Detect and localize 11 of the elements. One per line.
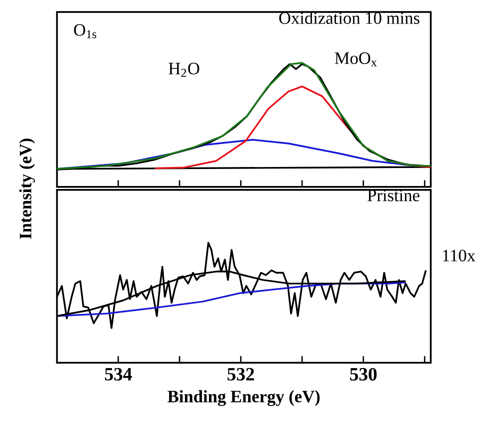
x-axis-title: Binding Energy (eV): [168, 390, 320, 406]
chart-title: Pristine: [368, 190, 420, 202]
text: 110x: [443, 250, 476, 262]
text: O$_{1s}$: [74, 24, 96, 38]
y-axis-title: Intensity (eV): [19, 138, 35, 239]
x-tick-label: 530: [350, 368, 377, 381]
annotation: H$_{2}$O: [168, 62, 200, 77]
x-tick-label: 532: [228, 368, 254, 381]
chart-title: Oxidization 10 mins: [279, 12, 420, 24]
annotation: MoO$_{x}$: [334, 52, 377, 66]
x-tick-label: 534: [105, 368, 132, 381]
